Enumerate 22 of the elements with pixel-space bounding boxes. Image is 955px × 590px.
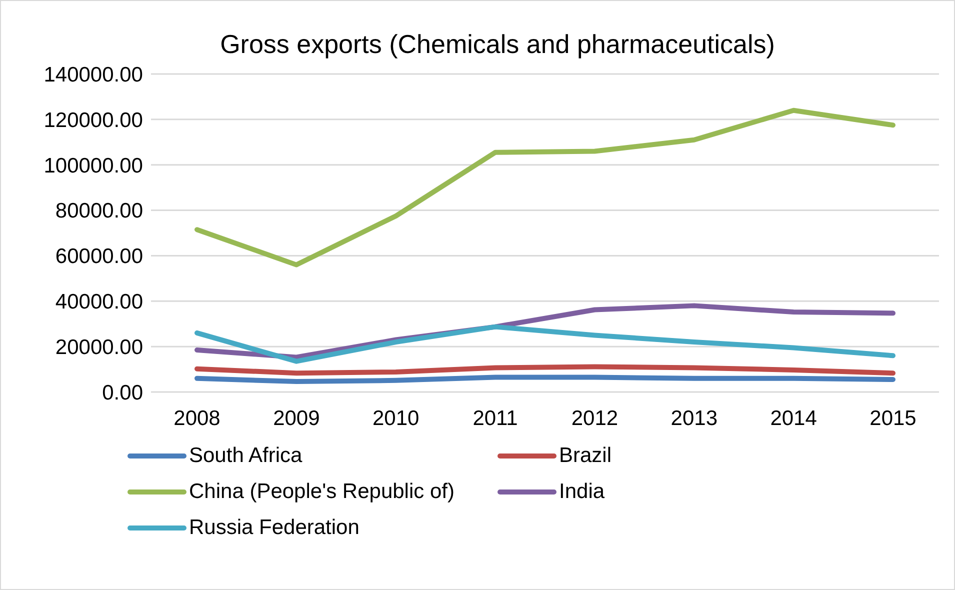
x-tick-label: 2008	[174, 406, 220, 430]
legend-label: South Africa	[189, 444, 302, 468]
y-tick-label: 20000.00	[55, 336, 143, 360]
legend-label: China (People's Republic of)	[189, 480, 454, 504]
x-tick-label: 2015	[870, 406, 916, 430]
y-tick-label: 120000.00	[44, 108, 143, 132]
x-tick-label: 2010	[372, 406, 420, 430]
x-tick-label: 2012	[571, 406, 618, 430]
y-tick-label: 140000.00	[44, 63, 143, 86]
y-tick-label: 80000.00	[55, 200, 143, 223]
chart-title: Gross exports (Chemicals and pharmaceuticals)	[219, 28, 776, 60]
legend-label: Russia Federation	[189, 516, 360, 540]
x-tick-label: 2009	[273, 406, 320, 430]
y-tick-label: 100000.00	[44, 154, 143, 178]
y-tick-label: 60000.00	[55, 245, 143, 268]
x-tick-label: 2011	[472, 406, 518, 430]
y-tick-label: 0.00	[102, 381, 143, 404]
x-tick-label: 2014	[770, 406, 818, 430]
x-tick-label: 2013	[670, 406, 718, 430]
y-tick-label: 40000.00	[55, 290, 143, 314]
legend-label: India	[559, 480, 605, 504]
legend-label: Brazil	[559, 444, 612, 468]
